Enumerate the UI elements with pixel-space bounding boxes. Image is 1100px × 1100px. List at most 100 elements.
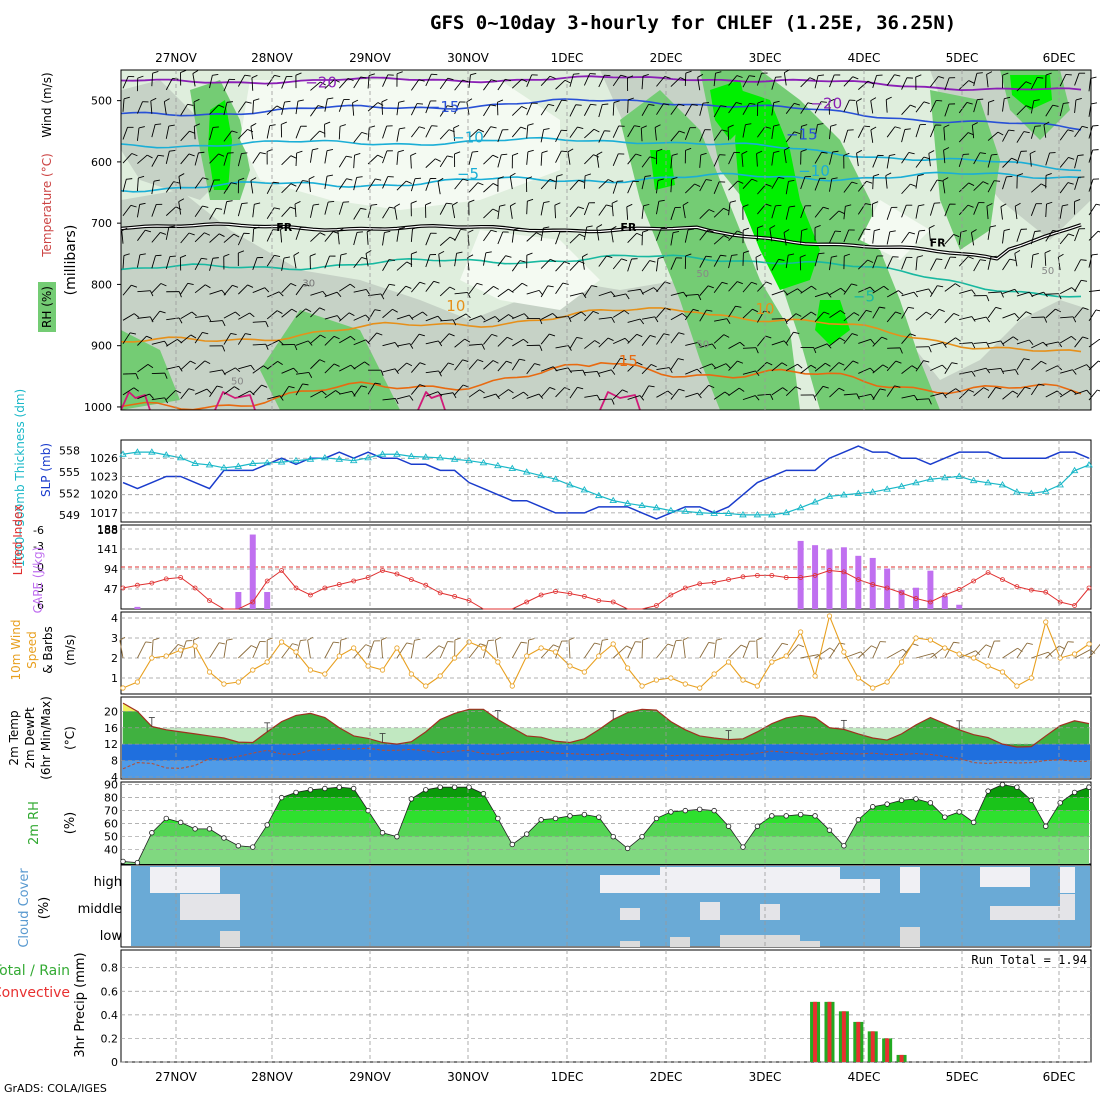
wind-barb (367, 382, 381, 395)
wind-barb-flag (554, 202, 561, 206)
wind-barb (223, 152, 234, 166)
wind-barb-flag (782, 642, 789, 646)
wind-barb-staff (713, 105, 721, 118)
date-label-bottom: 28NOV (251, 1070, 293, 1084)
thickness-marker (969, 476, 978, 484)
wind-barb-staff (540, 366, 554, 372)
wind-barb-staff (814, 152, 822, 164)
wind-barb-flag (380, 293, 385, 300)
wind-barb-flag (290, 183, 297, 187)
wind-barb-staff (310, 307, 320, 318)
wind-barb-flag (622, 389, 629, 393)
wind-barb-staff (682, 205, 686, 219)
wind-barb-staff (987, 307, 997, 319)
wind-barb-flag (497, 99, 504, 103)
wind-barb-staff (353, 232, 358, 246)
wind-barb-flag (365, 339, 371, 345)
rh-tick-label: 50 (104, 831, 118, 844)
wind-speed-marker (697, 685, 703, 691)
wind-barb (741, 150, 748, 167)
wind-barb-flag (245, 333, 252, 336)
wind-barb-flag (1067, 182, 1074, 185)
wind-barb-staff (194, 388, 208, 395)
wind-barb-staff (757, 126, 766, 138)
thickness-marker (148, 448, 156, 455)
wind-speed-marker (971, 655, 977, 661)
wind-barb-staff (670, 232, 674, 246)
wind-barb-flag (582, 292, 587, 299)
wind-barb (324, 255, 336, 269)
wind-barb (194, 257, 208, 271)
wind-barb (1074, 125, 1089, 138)
wind-barb (887, 347, 903, 354)
wind-barb-flag (191, 311, 197, 317)
wind-barb-staff (338, 254, 342, 268)
wind-barb-flag (319, 232, 326, 236)
wind-barb (410, 638, 421, 659)
wind-barb-flag (716, 638, 723, 641)
wind-barb-staff (713, 207, 724, 218)
wind-barb-staff (959, 371, 973, 375)
wind-barb-staff (295, 126, 302, 139)
wind-barb-flag (951, 362, 958, 365)
wind-barb-flag (664, 75, 671, 79)
wind-barb-staff (1059, 157, 1069, 168)
cape-bar (884, 568, 891, 609)
wind-barb-flag (1092, 125, 1099, 127)
wind-barb-flag (828, 98, 835, 103)
wind-barb-staff (280, 229, 283, 243)
wind-barb (829, 230, 842, 244)
wind-barb-staff (915, 124, 921, 138)
wind-barb (583, 103, 597, 116)
wind-barb-staff (800, 230, 803, 244)
isotherm-minus15 (120, 98, 1082, 131)
lifted-index-marker (841, 569, 847, 575)
wind-barb-staff (1002, 313, 1015, 319)
wind-barb (870, 97, 877, 114)
wind-barb (627, 153, 642, 165)
wind-barb-staff (627, 395, 641, 400)
wind-barb (1057, 253, 1064, 271)
rh-marker (552, 815, 559, 822)
wind-barb-flag (1046, 201, 1053, 205)
wind-barb-staff (483, 229, 492, 242)
wind-barb (526, 393, 544, 399)
wind-barb (886, 74, 901, 86)
wind-barb-staff (843, 360, 854, 371)
wind-barb-flag (526, 176, 533, 180)
wind-barb-flag (476, 282, 483, 286)
wind-barb (353, 152, 361, 169)
wind-barb-staff (439, 155, 448, 168)
wind-barb (223, 182, 238, 194)
wind-barb-flag (326, 174, 334, 177)
wind-barb-staff (238, 364, 251, 370)
rh-marker (451, 784, 458, 790)
date-label-bottom: 29NOV (349, 1070, 391, 1084)
wind-barb-flag (797, 363, 803, 369)
wind-speed-marker (336, 653, 342, 659)
wind-speed-marker (913, 635, 919, 641)
wind-barb (193, 637, 200, 659)
wind-barb (728, 360, 744, 371)
wind-barb-flag (986, 203, 993, 207)
wind-barb-flag (910, 104, 917, 108)
wind-barb-flag (667, 390, 673, 396)
wind-barb-flag (234, 367, 241, 373)
wind-barb-staff (166, 365, 180, 370)
wind-barb-staff (901, 152, 910, 164)
wind-barb (1059, 182, 1074, 194)
wind-barb (958, 153, 970, 168)
wind-barb-staff (454, 359, 463, 371)
wind-barb (699, 102, 710, 116)
slp-tick-label: 1023 (90, 470, 118, 483)
wind-barb (310, 334, 326, 344)
wind-barb-flag (972, 122, 978, 126)
wind-barb (1059, 204, 1069, 219)
wind-barb-flag (408, 314, 414, 321)
wind-barb-staff (223, 130, 233, 142)
wind-barb (901, 152, 915, 164)
wind-barb (425, 340, 443, 347)
wind-barb-staff (800, 654, 819, 659)
wind-barb (987, 99, 995, 116)
rh-marker (898, 797, 905, 803)
